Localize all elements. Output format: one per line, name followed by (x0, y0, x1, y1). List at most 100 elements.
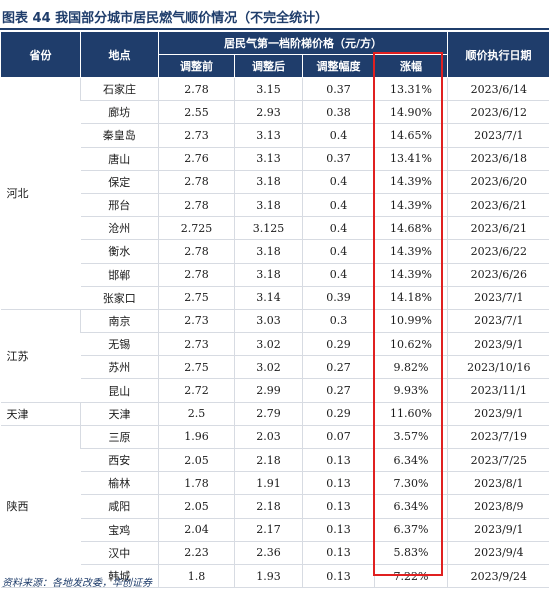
title-divider (0, 28, 549, 30)
cell-date: 2023/6/26 (447, 263, 549, 287)
cell-city: 韩城 (80, 564, 159, 589)
cell-date: 2023/9/1 (447, 332, 549, 357)
table-row: 廊坊 2.55 2.93 0.38 14.90% 2023/6/12 (1, 100, 549, 125)
cell-before: 1.96 (158, 425, 235, 450)
cell-change: 0.13 (302, 518, 375, 542)
cell-after: 3.14 (234, 286, 303, 310)
table-row: 宝鸡 2.04 2.17 0.13 6.37% 2023/9/1 (1, 518, 549, 542)
cell-city: 西安 (80, 448, 159, 473)
header-after: 调整后 (234, 54, 303, 78)
cell-before: 2.76 (158, 147, 235, 171)
source-note: 资料来源：各地发改委，华创证券 (2, 578, 152, 589)
cell-city: 榆林 (80, 471, 159, 496)
cell-date: 2023/7/25 (447, 448, 549, 473)
cell-after: 3.02 (234, 332, 303, 357)
cell-city: 保定 (80, 170, 159, 194)
cell-before: 2.75 (158, 286, 235, 310)
cell-province: 天津 (0, 402, 81, 426)
cell-increase: 11.60% (373, 402, 448, 426)
table-row: 邢台 2.78 3.18 0.4 14.39% 2023/6/21 (1, 193, 549, 218)
cell-city: 昆山 (80, 378, 159, 403)
cell-after: 2.17 (234, 518, 303, 542)
cell-before: 2.78 (158, 77, 235, 102)
cell-change: 0.4 (302, 123, 375, 148)
cell-after: 2.36 (234, 541, 303, 565)
gas-price-table: 省份 地点 居民气第一档阶梯价格（元/方） 顺价执行日期 调整前 调整后 调整幅… (0, 31, 549, 589)
cell-increase: 14.39% (373, 193, 448, 218)
cell-increase: 14.18% (373, 286, 448, 310)
cell-date: 2023/6/21 (447, 216, 549, 241)
cell-date: 2023/10/16 (447, 355, 549, 380)
cell-change: 0.38 (302, 100, 375, 125)
cell-increase: 14.68% (373, 216, 448, 241)
table-row: 张家口 2.75 3.14 0.39 14.18% 2023/7/1 (1, 286, 549, 310)
cell-before: 1.78 (158, 471, 235, 496)
header-change: 调整幅度 (302, 54, 375, 78)
cell-city: 无锡 (80, 332, 159, 357)
cell-province: 河北 (0, 77, 81, 310)
cell-change: 0.13 (302, 541, 375, 565)
table-row: 衡水 2.78 3.18 0.4 14.39% 2023/6/22 (1, 239, 549, 264)
cell-increase: 14.39% (373, 239, 448, 264)
cell-before: 2.78 (158, 193, 235, 218)
cell-change: 0.13 (302, 471, 375, 496)
table-row: 河北 石家庄 2.78 3.15 0.37 13.31% 2023/6/14 (0, 77, 549, 310)
table-row: 榆林 1.78 1.91 0.13 7.30% 2023/8/1 (1, 471, 549, 496)
table-row: 沧州 2.725 3.125 0.4 14.68% 2023/6/21 (1, 216, 549, 241)
cell-date: 2023/9/1 (447, 402, 549, 426)
cell-increase: 14.65% (373, 123, 448, 148)
table-row: 江苏 南京 2.73 3.03 0.3 10.99% 2023/7/1 (0, 309, 549, 403)
cell-after: 3.18 (234, 170, 303, 194)
cell-change: 0.29 (302, 332, 375, 357)
cell-city: 沧州 (80, 216, 159, 241)
cell-city: 秦皇岛 (80, 123, 159, 148)
cell-date: 2023/7/19 (447, 425, 549, 450)
cell-after: 3.18 (234, 239, 303, 264)
cell-city: 苏州 (80, 355, 159, 380)
cell-date: 2023/11/1 (447, 378, 549, 403)
cell-change: 0.4 (302, 170, 375, 194)
header-increase: 涨幅 (373, 54, 449, 78)
cell-date: 2023/7/1 (447, 309, 549, 334)
cell-date: 2023/6/18 (447, 147, 549, 171)
cell-increase: 5.83% (373, 541, 448, 565)
header-before: 调整前 (158, 54, 235, 78)
cell-after: 3.18 (234, 193, 303, 218)
table-row: 陕西 三原 1.96 2.03 0.07 3.57% 2023/7/19 (0, 425, 549, 589)
cell-before: 2.05 (158, 494, 235, 519)
cell-after: 2.03 (234, 425, 303, 450)
cell-after: 3.02 (234, 355, 303, 380)
cell-increase: 14.39% (373, 263, 448, 287)
cell-change: 0.37 (302, 77, 375, 102)
cell-city: 衡水 (80, 239, 159, 264)
cell-before: 2.55 (158, 100, 235, 125)
cell-after: 3.15 (234, 77, 303, 102)
cell-city: 唐山 (80, 147, 159, 171)
cell-date: 2023/7/1 (447, 123, 549, 148)
cell-increase: 6.34% (373, 494, 448, 519)
cell-before: 2.5 (158, 402, 235, 426)
cell-change: 0.3 (302, 309, 375, 334)
cell-city: 邢台 (80, 193, 159, 218)
cell-date: 2023/6/20 (447, 170, 549, 194)
cell-increase: 9.82% (373, 355, 448, 380)
cell-increase: 14.90% (373, 100, 448, 125)
cell-date: 2023/7/1 (447, 286, 549, 310)
table-row: 韩城 1.8 1.93 0.13 7.22% 2023/9/24 (1, 564, 549, 589)
table-row: 天津 天津 2.5 2.79 0.29 11.60% 2023/9/1 (0, 402, 549, 426)
cell-change: 0.39 (302, 286, 375, 310)
cell-after: 3.13 (234, 147, 303, 171)
table-row: 西安 2.05 2.18 0.13 6.34% 2023/7/25 (1, 448, 549, 473)
cell-date: 2023/6/14 (447, 77, 549, 102)
cell-change: 0.4 (302, 216, 375, 241)
cell-after: 2.18 (234, 494, 303, 519)
cell-after: 2.18 (234, 448, 303, 473)
cell-change: 0.13 (302, 564, 375, 589)
cell-increase: 10.62% (373, 332, 448, 357)
cell-before: 2.73 (158, 309, 235, 334)
cell-after: 3.18 (234, 263, 303, 287)
cell-before: 2.78 (158, 170, 235, 194)
cell-increase: 7.30% (373, 471, 448, 496)
cell-increase: 3.57% (373, 425, 448, 450)
cell-date: 2023/6/22 (447, 239, 549, 264)
